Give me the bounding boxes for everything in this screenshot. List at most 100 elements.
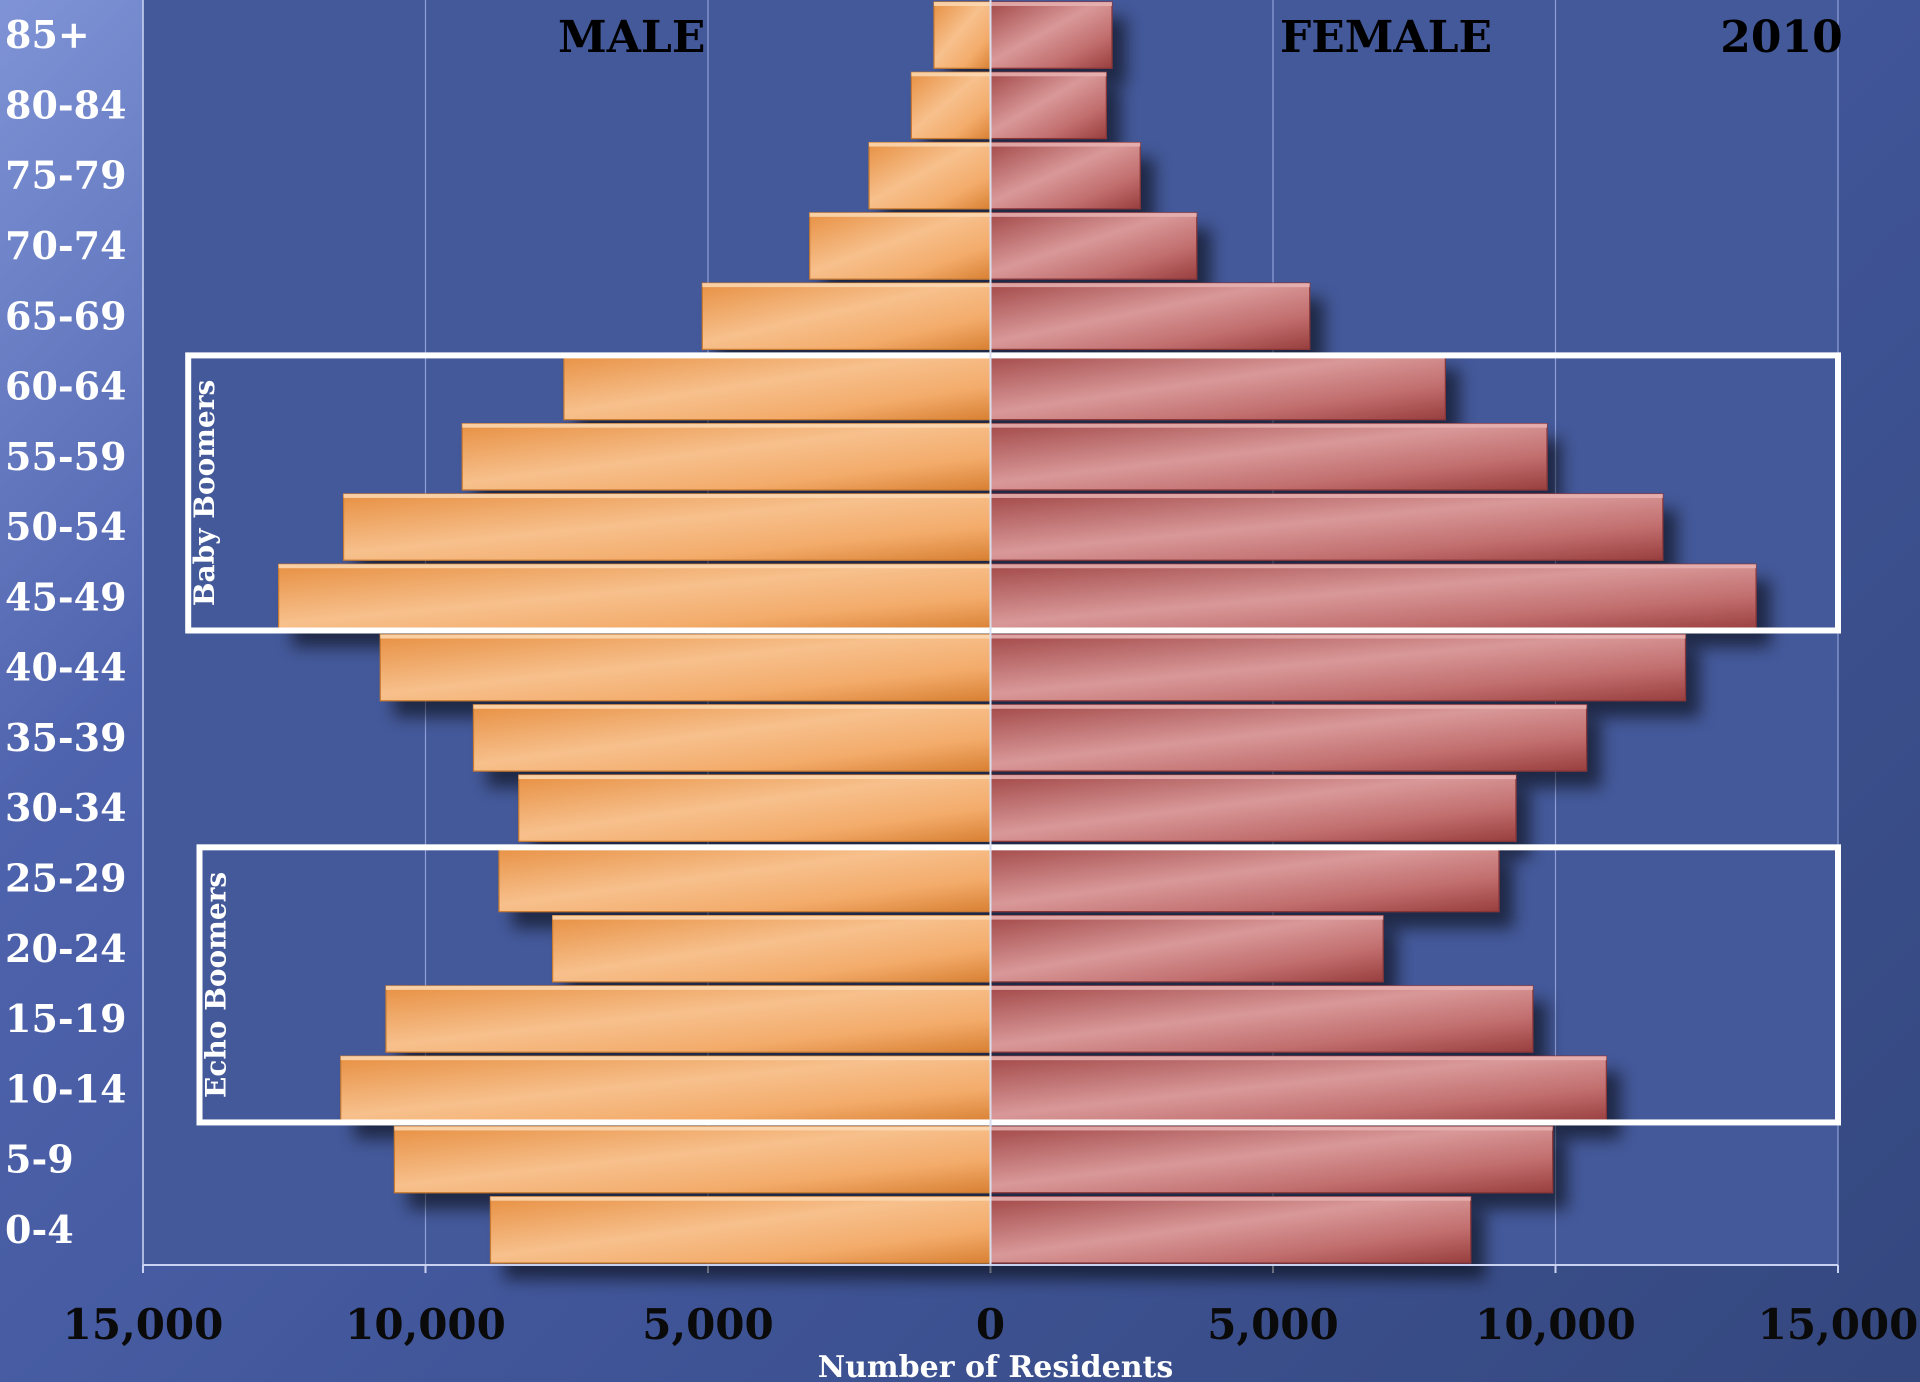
female-bar-0-4	[989, 1196, 1472, 1264]
male-bar-55-59	[461, 423, 992, 491]
female-bar-35-39	[989, 704, 1588, 772]
y-tick-label: 5-9	[5, 1137, 74, 1182]
female-bar-45-49	[989, 563, 1757, 632]
bar-bevel	[990, 493, 1663, 498]
female-bar-60-64	[989, 352, 1446, 421]
baby-boomers-label: Baby Boomers	[188, 380, 221, 606]
male-bar-5-9	[393, 1125, 992, 1194]
y-tick-label: 60-64	[5, 364, 127, 409]
male-bar-45-49	[278, 563, 992, 632]
y-tick-label: 0-4	[5, 1207, 74, 1252]
x-axis-title: Number of Residents	[818, 1350, 1174, 1382]
bar-bevel	[934, 2, 991, 6]
y-tick-label: 50-54	[5, 504, 127, 549]
female-bar-30-34	[989, 774, 1517, 842]
highlight-boxes: Baby Boomers Echo Boomers	[185, 352, 1842, 1126]
male-bar-80-84	[910, 71, 992, 140]
male-bar-40-44	[379, 633, 992, 702]
y-tick-label: 65-69	[5, 293, 127, 338]
bar-bevel	[990, 72, 1107, 77]
female-bar-70-74	[989, 212, 1198, 280]
bar-bevel	[990, 1126, 1553, 1131]
female-bar-10-14	[989, 1055, 1607, 1124]
female-bar-75-79	[989, 141, 1141, 210]
male-bar-0-4	[489, 1196, 992, 1264]
y-tick-label: 35-39	[5, 715, 127, 760]
bar-bevel	[702, 283, 991, 288]
male-bar-20-24	[552, 915, 992, 983]
bar-bevel	[340, 1056, 991, 1061]
bar-bevel	[473, 704, 991, 709]
echo-boomers-label: Echo Boomers	[200, 872, 233, 1098]
female-bar-40-44	[989, 633, 1687, 702]
male-bar-60-64	[563, 352, 992, 421]
bar-bevel	[394, 1126, 991, 1131]
y-tick-label: 20-24	[5, 926, 127, 971]
bar-bevel	[990, 985, 1533, 990]
bar-bevel	[869, 142, 991, 147]
bar-bevel	[990, 704, 1587, 709]
bar-bevel	[990, 212, 1197, 217]
bars	[278, 1, 1757, 1264]
bar-bevel	[990, 1056, 1607, 1061]
female-bar-50-54	[989, 493, 1664, 561]
y-tick-label: 25-29	[5, 855, 127, 900]
female-bar-65-69	[989, 282, 1311, 350]
x-tick-label: 5,000	[642, 1300, 774, 1349]
bar-bevel	[809, 212, 991, 217]
bar-bevel	[490, 1196, 991, 1201]
y-tick-label: 55-59	[5, 434, 127, 479]
bar-bevel	[990, 283, 1310, 288]
male-bar-30-34	[518, 774, 992, 842]
x-tick-label: 10,000	[1475, 1300, 1636, 1349]
male-bar-75-79	[868, 141, 992, 210]
male-bar-15-19	[385, 985, 992, 1053]
bar-bevel	[380, 634, 991, 639]
bar-bevel	[990, 775, 1516, 780]
x-tick-label: 5,000	[1207, 1300, 1339, 1349]
y-tick-label: 70-74	[5, 223, 127, 268]
x-tick-label: 15,000	[63, 1300, 224, 1349]
male-bar-65-69	[701, 282, 992, 350]
male-bar-70-74	[809, 212, 992, 280]
female-bar-80-84	[989, 71, 1107, 140]
y-tick-label: 10-14	[5, 1066, 127, 1111]
bar-bevel	[990, 634, 1686, 639]
male-series-label: MALE	[558, 12, 705, 63]
x-tick-label: 15,000	[1758, 1300, 1919, 1349]
y-tick-label: 40-44	[5, 645, 127, 690]
male-bar-25-29	[498, 844, 992, 913]
male-bar-50-54	[342, 493, 992, 561]
bar-bevel	[385, 985, 991, 990]
female-bar-55-59	[989, 423, 1548, 491]
y-tick-label: 45-49	[5, 574, 127, 619]
bar-bevel	[462, 423, 991, 428]
male-bar-35-39	[472, 704, 992, 772]
x-tick-label: 0	[976, 1300, 1005, 1349]
labels: 85+ 80-84 75-79 70-74 65-69 60-64 55-59 50-54 45…	[5, 12, 1918, 1382]
male-bar-85+	[933, 1, 992, 69]
y-tick-label: 80-84	[5, 82, 127, 127]
bar-bevel	[343, 493, 991, 498]
bar-bevel	[552, 915, 991, 920]
baby-boomers-box	[185, 352, 1842, 634]
female-bar-5-9	[989, 1125, 1554, 1194]
y-tick-label: 15-19	[5, 996, 127, 1041]
bar-bevel	[990, 423, 1548, 428]
bar-bevel	[990, 915, 1384, 920]
bar-bevel	[278, 564, 991, 569]
female-series-label: FEMALE	[1280, 12, 1492, 63]
male-bar-10-14	[340, 1055, 992, 1124]
bar-bevel	[990, 1196, 1471, 1201]
bar-bevel	[990, 2, 1112, 6]
y-tick-label: 75-79	[5, 153, 127, 198]
female-bar-20-24	[989, 915, 1384, 983]
year-label: 2010	[1720, 12, 1842, 63]
x-tick-label: 10,000	[345, 1300, 506, 1349]
bar-bevel	[518, 775, 991, 780]
echo-boomers-box	[196, 844, 1841, 1126]
female-bar-85+	[989, 1, 1113, 69]
bar-bevel	[911, 72, 991, 77]
